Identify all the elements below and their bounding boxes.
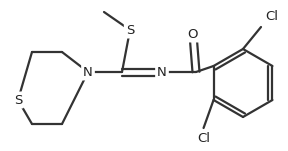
Text: N: N [83, 66, 93, 79]
Text: Cl: Cl [197, 132, 210, 145]
Text: S: S [14, 93, 22, 106]
Text: N: N [157, 66, 167, 79]
Text: Cl: Cl [265, 10, 278, 23]
Text: S: S [126, 24, 134, 37]
Text: O: O [188, 27, 198, 40]
